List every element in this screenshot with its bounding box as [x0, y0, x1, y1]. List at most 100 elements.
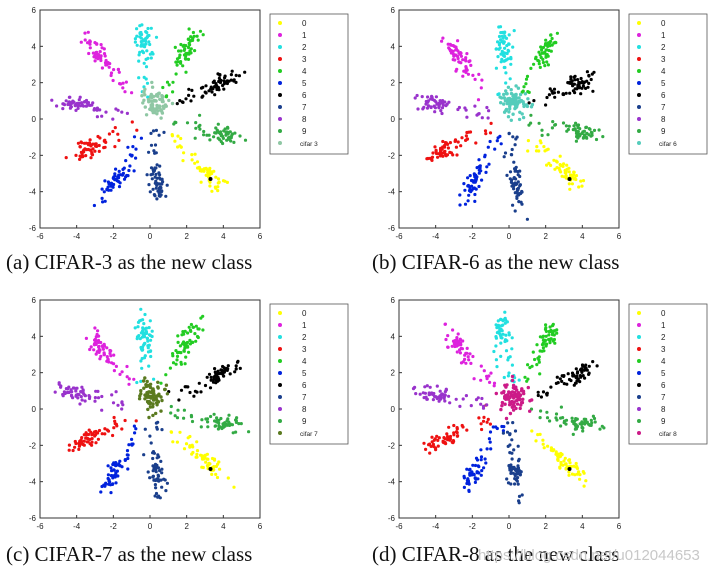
y-tick-label: -2 — [388, 151, 396, 160]
point-class-5 — [482, 466, 486, 470]
point-class-6 — [187, 87, 191, 91]
point-class-9 — [221, 425, 225, 429]
point-class-5 — [92, 203, 96, 208]
point-class-2 — [504, 71, 508, 75]
point-class-7 — [158, 469, 162, 473]
point-class-9 — [200, 418, 204, 422]
point-class-9 — [575, 417, 579, 421]
point-class-5 — [479, 448, 483, 452]
point-class-5 — [134, 156, 138, 160]
point-class-4 — [544, 344, 548, 348]
point-class-2 — [142, 356, 147, 360]
point-class-9 — [197, 125, 201, 129]
point-class-5 — [108, 483, 113, 487]
point-class-2 — [154, 35, 159, 39]
point-class-5 — [488, 139, 492, 144]
point-class-0 — [573, 473, 577, 477]
point-class-3 — [97, 428, 102, 433]
point-class-7 — [151, 475, 155, 479]
point-class-8 — [434, 395, 438, 399]
point-class-9 — [226, 125, 230, 129]
point-class-8 — [125, 111, 129, 115]
point-class-5 — [479, 455, 484, 459]
point-class-7 — [508, 468, 512, 472]
point-class-9 — [589, 418, 593, 422]
point-class-5 — [134, 147, 138, 151]
point-class-5 — [480, 469, 484, 473]
point-class-1 — [457, 60, 462, 64]
point-new-class — [511, 408, 516, 412]
point-class-8 — [67, 390, 71, 394]
point-class-5 — [498, 134, 502, 138]
point-class-1 — [120, 370, 124, 374]
point-class-7 — [149, 143, 154, 147]
point-class-6 — [532, 99, 536, 103]
point-class-8 — [110, 393, 114, 397]
point-class-4 — [540, 343, 545, 347]
point-class-5 — [462, 476, 466, 480]
point-class-5 — [117, 185, 122, 189]
point-new-class — [508, 411, 513, 416]
point-class-3 — [79, 140, 83, 144]
x-tick-label: -4 — [432, 522, 440, 531]
point-class-3 — [81, 149, 86, 153]
point-class-0 — [179, 136, 183, 141]
point-class-9 — [173, 414, 177, 418]
point-class-4 — [194, 324, 198, 328]
point-class-7 — [506, 421, 510, 425]
point-class-8 — [437, 396, 441, 400]
point-class-3 — [456, 140, 460, 144]
point-class-4 — [184, 355, 188, 359]
point-class-2 — [140, 23, 144, 27]
point-class-7 — [163, 478, 167, 482]
point-class-7 — [148, 434, 152, 438]
point-class-6 — [243, 70, 247, 74]
y-tick-label: 0 — [32, 405, 37, 414]
point-class-6 — [591, 89, 595, 93]
point-class-6 — [190, 88, 194, 92]
point-new-class — [139, 389, 143, 393]
point-class-3 — [455, 153, 459, 157]
point-new-class — [507, 110, 511, 114]
point-class-6 — [207, 89, 211, 93]
point-class-1 — [457, 343, 461, 347]
point-class-8 — [440, 111, 444, 116]
point-class-0 — [216, 185, 220, 189]
point-class-0 — [562, 459, 566, 463]
x-tick-label: -6 — [36, 232, 44, 241]
point-class-3 — [446, 146, 450, 150]
point-class-5 — [476, 477, 480, 481]
legend-swatch-5 — [278, 371, 282, 375]
point-class-3 — [441, 145, 445, 149]
point-class-5 — [465, 479, 469, 483]
point-class-6 — [545, 392, 549, 396]
point-class-0 — [225, 180, 229, 184]
point-class-1 — [91, 51, 95, 55]
point-class-5 — [120, 465, 124, 469]
point-class-3 — [82, 439, 86, 443]
point-class-5 — [115, 179, 119, 183]
point-class-9 — [194, 126, 198, 130]
legend-label-9: 9 — [302, 127, 307, 136]
point-class-5 — [109, 188, 113, 192]
point-class-1 — [106, 61, 110, 65]
point-class-0 — [558, 154, 562, 158]
point-class-5 — [127, 168, 131, 173]
point-class-7 — [154, 128, 158, 132]
point-class-8 — [114, 390, 118, 394]
point-class-4 — [525, 74, 530, 78]
point-class-1 — [109, 354, 113, 358]
point-class-9 — [169, 404, 173, 409]
point-class-1 — [102, 352, 106, 357]
point-class-2 — [507, 33, 511, 37]
point-class-2 — [148, 42, 152, 47]
y-tick-label: -6 — [29, 224, 37, 233]
point-class-1 — [86, 30, 90, 34]
point-class-0 — [208, 172, 213, 176]
point-class-3 — [424, 447, 428, 451]
legend-label-2: 2 — [661, 333, 666, 342]
point-class-5 — [122, 166, 126, 170]
point-class-1 — [488, 380, 492, 384]
point-class-6 — [572, 383, 576, 387]
point-class-3 — [422, 441, 426, 445]
